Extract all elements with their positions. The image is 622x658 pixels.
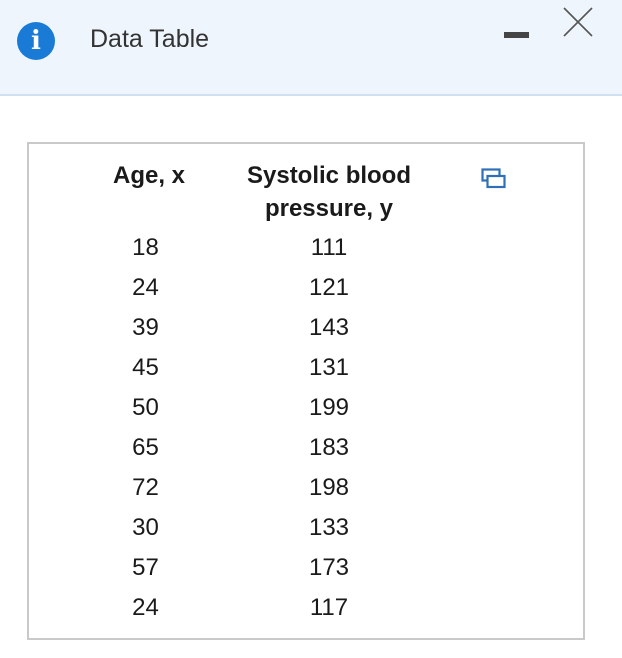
table-body: 18 111 24 121 39 143 45 131 50 199 65 18…: [29, 228, 583, 628]
age-cell: 18: [132, 234, 159, 261]
table-row: 57 173: [29, 548, 583, 588]
close-icon: [563, 7, 593, 37]
age-cell: 30: [132, 514, 159, 541]
blood-pressure-cell: 173: [308, 554, 350, 581]
age-cell: 57: [132, 554, 159, 581]
table-row: 65 183: [29, 428, 583, 468]
age-cell: 72: [132, 474, 159, 501]
age-cell: 65: [132, 434, 159, 461]
table-row: 39 143: [29, 308, 583, 348]
table-row: 30 133: [29, 508, 583, 548]
blood-pressure-cell: 121: [308, 274, 350, 301]
table-row: 18 111: [29, 228, 583, 268]
table-row: 50 199: [29, 388, 583, 428]
age-cell: 50: [132, 394, 159, 421]
blood-pressure-cell: 133: [308, 514, 350, 541]
table-row: 24 121: [29, 268, 583, 308]
dialog-titlebar: i Data Table: [0, 0, 622, 96]
age-cell: 24: [132, 594, 159, 621]
blood-pressure-cell: 183: [308, 434, 350, 461]
blood-pressure-cell: 131: [308, 354, 350, 381]
table-row: 45 131: [29, 348, 583, 388]
data-table-panel: Age, x Systolic blood pressure, y 18 111…: [27, 142, 585, 640]
age-cell: 24: [132, 274, 159, 301]
minimize-icon: [504, 32, 529, 38]
copy-table-button[interactable]: [481, 168, 507, 192]
blood-pressure-cell: 199: [308, 394, 350, 421]
age-cell: 39: [132, 314, 159, 341]
table-row: 24 117: [29, 588, 583, 628]
table-row: 72 198: [29, 468, 583, 508]
age-cell: 45: [132, 354, 159, 381]
minimize-button[interactable]: [498, 22, 534, 52]
column-header-age: Age, x: [112, 162, 186, 189]
blood-pressure-cell: 198: [308, 474, 350, 501]
copy-icon: [481, 168, 506, 189]
info-icon: i: [17, 22, 55, 60]
blood-pressure-cell: 143: [308, 314, 350, 341]
close-button[interactable]: [560, 4, 596, 40]
dialog-title: Data Table: [90, 25, 210, 53]
blood-pressure-cell: 117: [309, 594, 349, 621]
blood-pressure-cell: 111: [310, 234, 348, 261]
column-header-systolic-blood-pressure: Systolic blood pressure, y: [246, 162, 411, 222]
